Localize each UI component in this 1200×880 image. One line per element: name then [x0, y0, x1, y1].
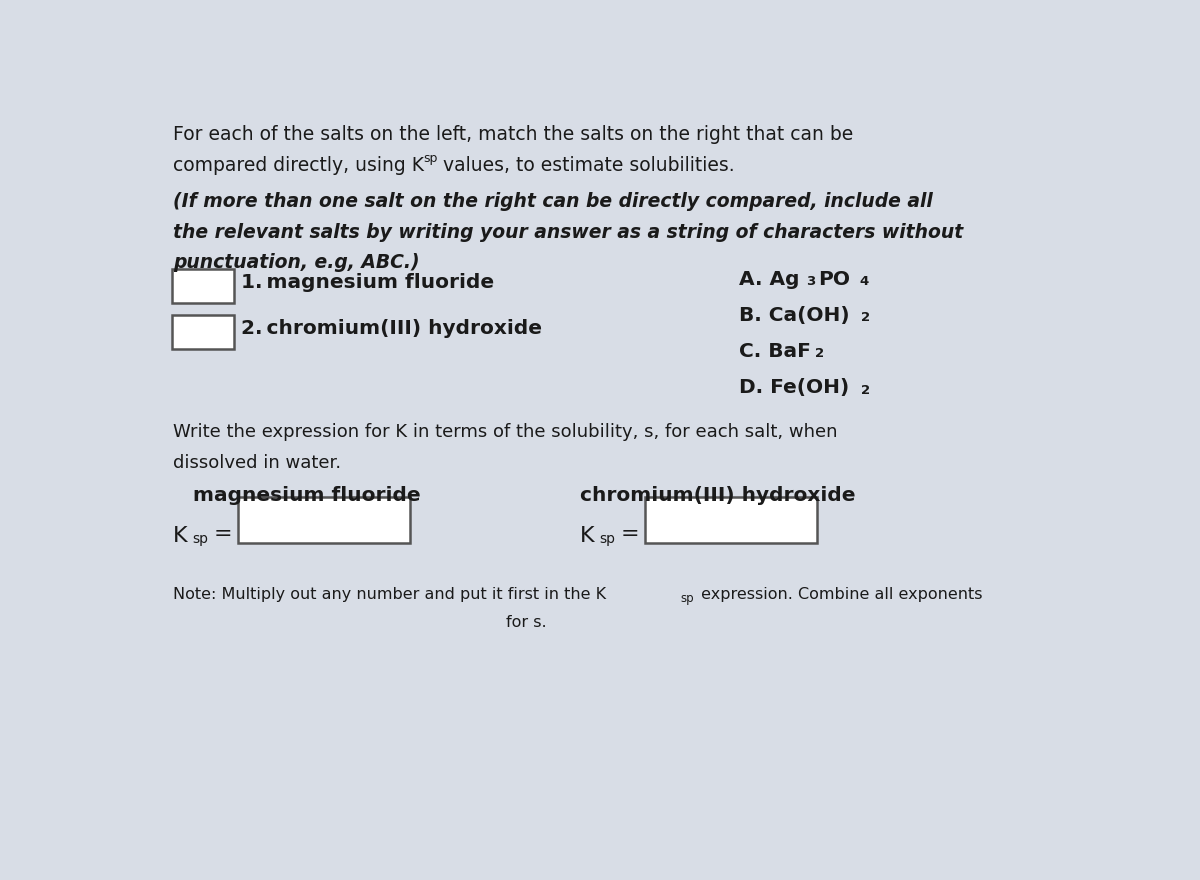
- Text: =: =: [620, 524, 640, 545]
- Text: sp: sp: [600, 532, 616, 546]
- Text: punctuation, e.g, ABC.): punctuation, e.g, ABC.): [173, 253, 420, 273]
- Text: 2. chromium(III) hydroxide: 2. chromium(III) hydroxide: [241, 319, 542, 338]
- Text: PO: PO: [818, 269, 850, 289]
- Text: compared directly, using K: compared directly, using K: [173, 156, 425, 174]
- Text: sp: sp: [680, 592, 694, 605]
- Text: C. BaF: C. BaF: [739, 342, 811, 361]
- Text: B. Ca(OH): B. Ca(OH): [739, 306, 850, 325]
- Text: for s.: for s.: [505, 615, 546, 630]
- Text: 2: 2: [862, 312, 870, 324]
- Text: =: =: [214, 524, 232, 545]
- Text: Note: Multiply out any number and put it first in the K: Note: Multiply out any number and put it…: [173, 587, 606, 602]
- Text: sp: sp: [422, 152, 437, 165]
- Text: 2: 2: [862, 384, 870, 397]
- Text: values, to estimate solubilities.: values, to estimate solubilities.: [437, 156, 734, 174]
- Text: D. Fe(OH): D. Fe(OH): [739, 378, 850, 397]
- Text: Write the expression for K in terms of the solubility, s, for each salt, when: Write the expression for K in terms of t…: [173, 422, 838, 441]
- Text: For each of the salts on the left, match the salts on the right that can be: For each of the salts on the left, match…: [173, 125, 853, 143]
- Text: 3: 3: [806, 275, 816, 288]
- FancyBboxPatch shape: [239, 496, 410, 543]
- Text: 2: 2: [815, 348, 824, 361]
- Text: K: K: [580, 526, 595, 546]
- Text: (If more than one salt on the right can be directly compared, include all: (If more than one salt on the right can …: [173, 192, 934, 211]
- Text: chromium(III) hydroxide: chromium(III) hydroxide: [580, 486, 856, 505]
- Text: A. Ag: A. Ag: [739, 269, 799, 289]
- FancyBboxPatch shape: [646, 496, 817, 543]
- Text: K: K: [173, 526, 188, 546]
- Text: the relevant salts by writing your answer as a string of characters without: the relevant salts by writing your answe…: [173, 223, 964, 242]
- FancyBboxPatch shape: [173, 269, 234, 303]
- FancyBboxPatch shape: [173, 315, 234, 348]
- Text: dissolved in water.: dissolved in water.: [173, 454, 341, 472]
- Text: magnesium fluoride: magnesium fluoride: [193, 486, 420, 505]
- Text: sp: sp: [193, 532, 209, 546]
- Text: 4: 4: [859, 275, 869, 288]
- Text: 1. magnesium fluoride: 1. magnesium fluoride: [241, 273, 494, 291]
- Text: expression. Combine all exponents: expression. Combine all exponents: [696, 587, 983, 602]
